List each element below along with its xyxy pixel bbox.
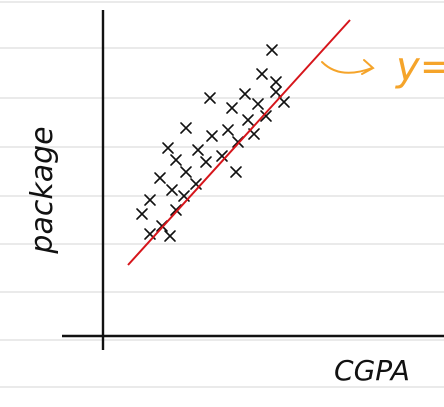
x-mark bbox=[137, 209, 147, 219]
regression-line bbox=[128, 20, 350, 265]
page: y= package CGPA (() => { const data = JS… bbox=[0, 0, 444, 407]
x-axis-label: CGPA bbox=[334, 354, 410, 387]
x-mark bbox=[257, 69, 267, 79]
x-mark bbox=[171, 155, 181, 165]
x-mark bbox=[227, 103, 237, 113]
x-mark bbox=[231, 167, 241, 177]
y-axis-label: package bbox=[25, 126, 60, 254]
x-mark bbox=[181, 123, 191, 133]
x-mark bbox=[163, 143, 173, 153]
x-mark bbox=[267, 45, 277, 55]
arrow bbox=[322, 60, 373, 74]
x-mark bbox=[271, 87, 281, 97]
x-mark bbox=[155, 173, 165, 183]
x-mark bbox=[201, 157, 211, 167]
annotation: y= bbox=[395, 44, 444, 90]
x-mark bbox=[223, 125, 233, 135]
x-mark bbox=[165, 231, 175, 241]
x-mark bbox=[207, 131, 217, 141]
x-mark bbox=[253, 99, 263, 109]
scatter-marks bbox=[137, 45, 289, 241]
sketch: y= package CGPA bbox=[0, 0, 444, 407]
x-mark bbox=[271, 77, 281, 87]
x-mark bbox=[181, 167, 191, 177]
x-mark bbox=[167, 185, 177, 195]
ruled-lines bbox=[0, 2, 444, 387]
x-mark bbox=[243, 115, 253, 125]
